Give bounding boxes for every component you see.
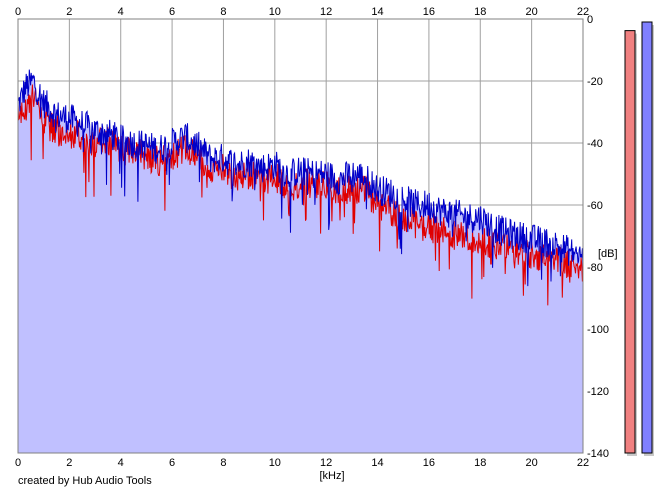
spectrum-fill-area (18, 69, 583, 453)
x-axis-label: [kHz] (319, 470, 344, 482)
x-tick-label-bottom: 22 (577, 457, 589, 469)
x-tick-label-bottom: 14 (371, 457, 383, 469)
y-tick-label: -40 (587, 138, 603, 150)
x-tick-label-bottom: 12 (320, 457, 332, 469)
x-tick-label-top: 22 (577, 6, 589, 18)
x-tick-label-top: 12 (320, 6, 332, 18)
x-tick-label-top: 20 (526, 6, 538, 18)
x-tick-labels-bottom: 0 2 4 6 8 10 12 14 16 18 20 22 (15, 457, 589, 469)
x-tick-label-bottom: 18 (474, 457, 486, 469)
level-meters (624, 21, 654, 457)
credit-text: created by Hub Audio Tools (18, 475, 152, 487)
x-tick-label-bottom: 6 (169, 457, 175, 469)
y-tick-label: -60 (587, 200, 603, 212)
x-tick-label-bottom: 20 (526, 457, 538, 469)
y-axis-label: [dB] (598, 248, 618, 260)
x-tick-label-bottom: 10 (269, 457, 281, 469)
level-meter-bar (624, 30, 636, 454)
series-line-blue (18, 69, 583, 287)
plot-frame (17, 18, 584, 454)
x-tick-labels-top: 0 2 4 6 8 10 12 14 16 18 20 22 (15, 6, 589, 18)
x-tick-label-bottom: 2 (66, 457, 72, 469)
x-tick-label-top: 6 (169, 6, 175, 18)
y-tick-label: -140 (587, 448, 609, 460)
x-tick-label-top: 18 (474, 6, 486, 18)
x-tick-label-top: 2 (66, 6, 72, 18)
level-meter-bar (641, 21, 653, 454)
y-tick-label: -100 (587, 324, 609, 336)
x-tick-label-top: 4 (118, 6, 124, 18)
y-tick-label: 0 (587, 14, 593, 26)
x-tick-label-top: 8 (220, 6, 226, 18)
x-tick-label-top: 14 (371, 6, 383, 18)
y-tick-label: -20 (587, 76, 603, 88)
x-tick-label-top: 16 (423, 6, 435, 18)
x-tick-label-bottom: 4 (118, 457, 124, 469)
x-tick-label-top: 10 (269, 6, 281, 18)
x-tick-label-bottom: 8 (220, 457, 226, 469)
x-tick-label-bottom: 16 (423, 457, 435, 469)
y-tick-label: -80 (587, 262, 603, 274)
x-tick-label-top: 0 (15, 6, 21, 18)
y-tick-label: -120 (587, 386, 609, 398)
x-tick-label-bottom: 0 (15, 457, 21, 469)
y-tick-labels: 0 -20 -40 -60 -80 -100 -120 -140 (587, 14, 609, 460)
series-layer (18, 69, 583, 453)
